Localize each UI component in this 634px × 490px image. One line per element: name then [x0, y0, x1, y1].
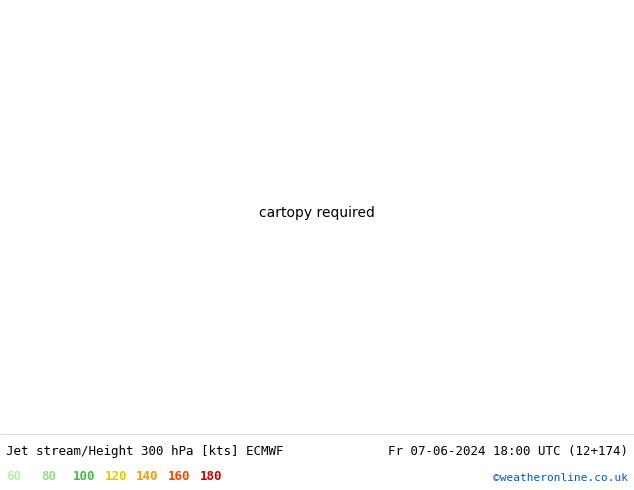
- Text: 60: 60: [6, 470, 22, 483]
- Text: 180: 180: [200, 470, 222, 483]
- Text: 120: 120: [105, 470, 127, 483]
- Text: Fr 07-06-2024 18:00 UTC (12+174): Fr 07-06-2024 18:00 UTC (12+174): [387, 445, 628, 458]
- Text: Jet stream/Height 300 hPa [kts] ECMWF: Jet stream/Height 300 hPa [kts] ECMWF: [6, 445, 284, 458]
- Text: cartopy required: cartopy required: [259, 206, 375, 220]
- Text: 140: 140: [136, 470, 158, 483]
- Text: 80: 80: [41, 470, 56, 483]
- Text: 160: 160: [168, 470, 190, 483]
- Text: ©weatheronline.co.uk: ©weatheronline.co.uk: [493, 473, 628, 483]
- Text: 100: 100: [73, 470, 95, 483]
